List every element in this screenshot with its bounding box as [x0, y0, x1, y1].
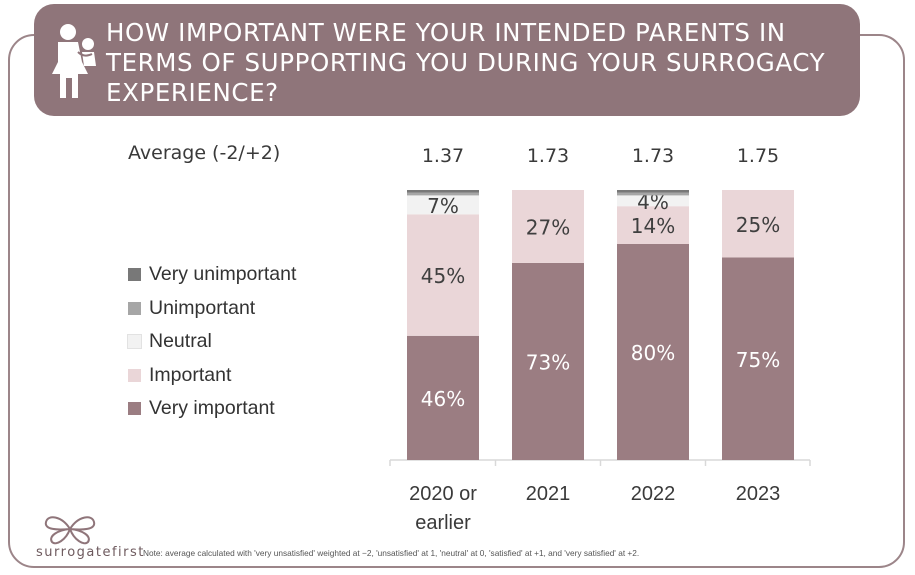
legend-item: Neutral — [127, 325, 296, 359]
data-label: 7% — [427, 194, 459, 218]
bar-segment — [617, 244, 689, 460]
average-value: 1.75 — [737, 145, 779, 167]
legend-swatch — [128, 268, 141, 282]
bar-segment — [407, 335, 479, 460]
legend-item: Important — [128, 359, 296, 393]
data-label: 73% — [526, 350, 570, 374]
x-tick-label: 2020 or — [409, 483, 477, 505]
average-value: 1.73 — [632, 145, 674, 167]
bar-segment — [617, 206, 689, 244]
legend-item: Very unimportant — [128, 258, 296, 292]
data-label: 27% — [526, 215, 570, 239]
legend-swatch — [128, 368, 141, 382]
legend-label: Neutral — [149, 330, 212, 353]
legend-label: Unimportant — [149, 296, 256, 319]
legend-item: Very important — [128, 392, 296, 426]
data-label: 75% — [736, 348, 780, 372]
x-tick-label: 2022 — [631, 483, 676, 505]
bar-segment — [512, 262, 584, 460]
legend-label: Very unimportant — [149, 263, 297, 286]
average-value: 1.37 — [422, 145, 464, 167]
x-tick-label: earlier — [415, 512, 471, 534]
bar-segment — [722, 190, 794, 258]
bar-segment — [407, 214, 479, 336]
legend-label: Very important — [149, 397, 275, 420]
butterfly-logo-icon — [44, 516, 96, 545]
average-value: 1.73 — [527, 145, 569, 167]
bar-segment — [617, 192, 689, 196]
legend-label: Important — [149, 363, 232, 386]
bar-segment — [617, 190, 689, 193]
data-label: 80% — [631, 341, 675, 365]
average-label: Average (-2/+2) — [128, 142, 281, 164]
brand-logo-text: surrogatefirst — [36, 545, 145, 560]
bar-segment — [407, 195, 479, 215]
x-tick-label: 2021 — [526, 483, 571, 505]
x-tick-label: 2023 — [736, 483, 781, 505]
data-label: 25% — [736, 213, 780, 237]
data-label: 46% — [421, 387, 465, 411]
legend-item: Unimportant — [128, 292, 296, 326]
bar-segment — [407, 192, 479, 196]
legend-swatch — [127, 334, 142, 350]
legend-swatch — [128, 301, 141, 315]
data-label: 14% — [631, 214, 675, 238]
bar-segment — [722, 257, 794, 460]
bar-segment — [407, 190, 479, 193]
footnote: Note: average calculated with 'very unsa… — [143, 548, 640, 558]
data-label: 45% — [421, 264, 465, 288]
bar-segment — [617, 195, 689, 207]
parent-with-child-icon — [52, 24, 96, 98]
legend: Very unimportant Unimportant Neutral Import… — [127, 258, 296, 426]
bar-segment — [512, 190, 584, 263]
title-banner: HOW IMPORTANT WERE YOUR INTENDED PARENTS… — [34, 4, 860, 116]
chart-title: HOW IMPORTANT WERE YOUR INTENDED PARENTS… — [106, 18, 826, 107]
legend-swatch — [128, 402, 141, 416]
